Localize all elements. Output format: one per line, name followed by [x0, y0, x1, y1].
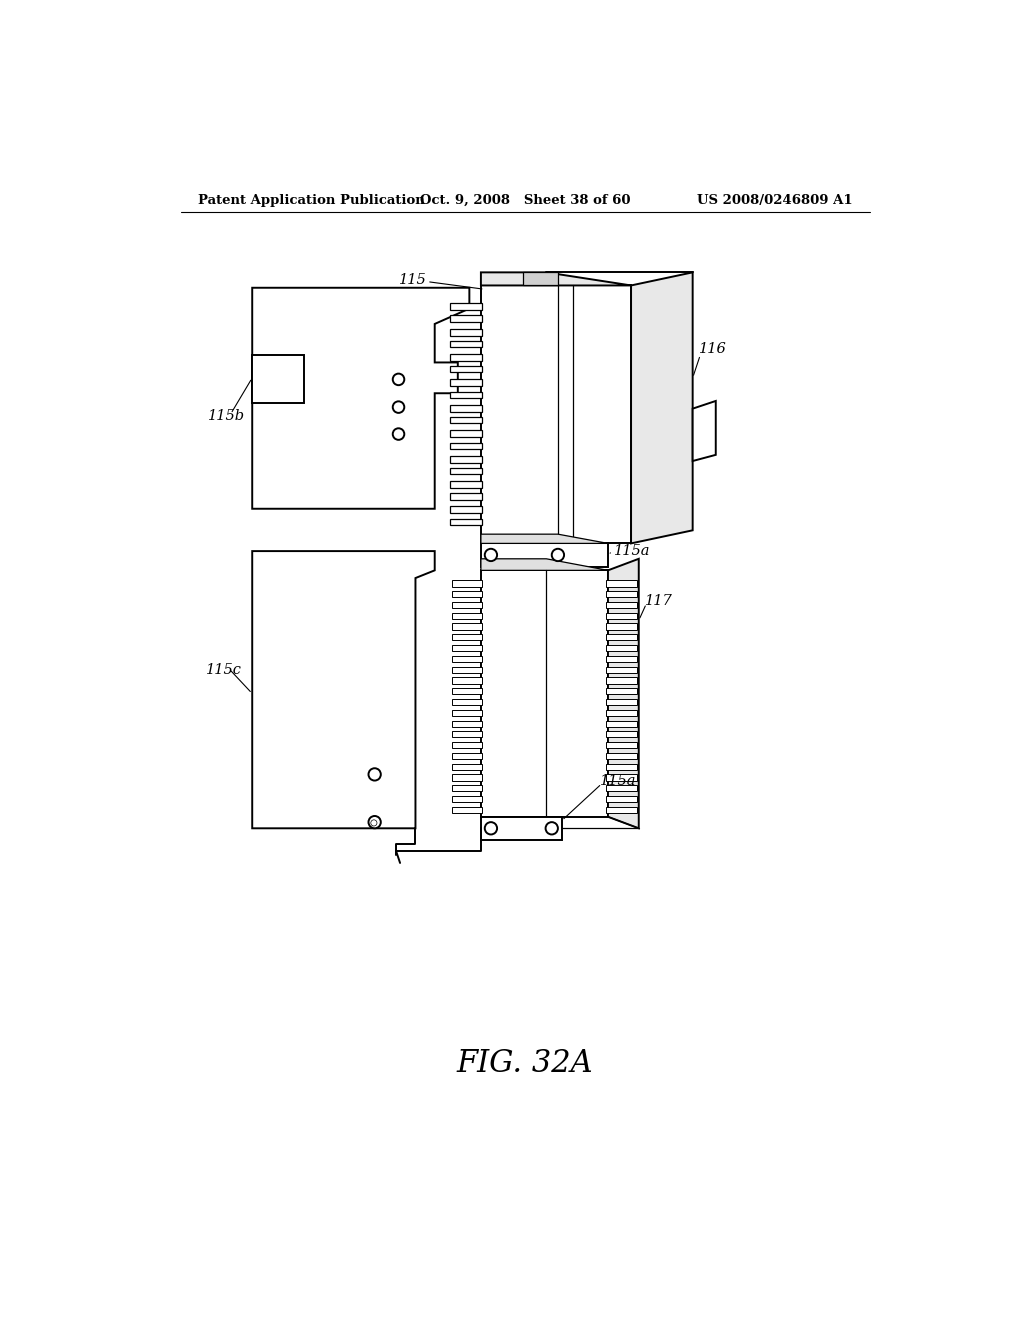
Polygon shape [606, 752, 637, 759]
Polygon shape [606, 635, 637, 640]
Polygon shape [692, 401, 716, 461]
Polygon shape [606, 612, 637, 619]
Text: FIG. 32A: FIG. 32A [457, 1048, 593, 1078]
Polygon shape [453, 721, 482, 726]
Polygon shape [451, 379, 482, 387]
Polygon shape [451, 367, 482, 372]
Circle shape [369, 768, 381, 780]
Text: Oct. 9, 2008   Sheet 38 of 60: Oct. 9, 2008 Sheet 38 of 60 [420, 194, 630, 207]
Polygon shape [451, 417, 482, 424]
Polygon shape [453, 688, 482, 694]
Polygon shape [481, 272, 631, 285]
Polygon shape [453, 612, 482, 619]
Polygon shape [523, 272, 558, 285]
Polygon shape [481, 558, 608, 570]
Polygon shape [606, 796, 637, 803]
Polygon shape [606, 775, 637, 780]
Polygon shape [451, 494, 482, 499]
Text: 115a: 115a [614, 544, 650, 558]
Polygon shape [606, 645, 637, 651]
Polygon shape [451, 507, 482, 513]
Text: 115: 115 [398, 273, 426, 286]
Polygon shape [606, 623, 637, 630]
Polygon shape [606, 688, 637, 694]
Polygon shape [453, 807, 482, 813]
Polygon shape [453, 656, 482, 663]
Polygon shape [606, 763, 637, 770]
Polygon shape [453, 667, 482, 673]
Polygon shape [481, 285, 631, 544]
Polygon shape [481, 570, 608, 817]
Circle shape [546, 822, 558, 834]
Polygon shape [252, 355, 304, 404]
Text: 115c: 115c [206, 664, 242, 677]
Polygon shape [451, 480, 482, 488]
Polygon shape [451, 405, 482, 412]
Polygon shape [606, 602, 637, 609]
Polygon shape [453, 635, 482, 640]
Polygon shape [606, 785, 637, 792]
Polygon shape [606, 591, 637, 598]
Polygon shape [606, 731, 637, 738]
Circle shape [393, 401, 404, 413]
Circle shape [369, 816, 381, 829]
Polygon shape [451, 354, 482, 360]
Polygon shape [451, 304, 482, 310]
Polygon shape [453, 677, 482, 684]
Polygon shape [451, 392, 482, 397]
Circle shape [393, 374, 404, 385]
Polygon shape [453, 752, 482, 759]
Polygon shape [606, 581, 637, 586]
Polygon shape [606, 742, 637, 748]
Polygon shape [252, 552, 435, 829]
Polygon shape [453, 700, 482, 705]
Polygon shape [453, 742, 482, 748]
Polygon shape [451, 442, 482, 449]
Polygon shape [606, 667, 637, 673]
Circle shape [552, 549, 564, 561]
Polygon shape [606, 710, 637, 715]
Text: 117: 117 [645, 594, 673, 609]
Polygon shape [451, 315, 482, 322]
Polygon shape [451, 455, 482, 462]
Polygon shape [453, 731, 482, 738]
Polygon shape [451, 519, 482, 525]
Polygon shape [252, 288, 469, 508]
Circle shape [484, 822, 497, 834]
Polygon shape [453, 623, 482, 630]
Text: 116: 116 [698, 342, 727, 356]
Polygon shape [453, 581, 482, 586]
Circle shape [393, 428, 404, 440]
Polygon shape [608, 558, 639, 829]
Polygon shape [481, 544, 608, 566]
Text: 115b: 115b [208, 409, 245, 424]
Text: Patent Application Publication: Patent Application Publication [199, 194, 425, 207]
Polygon shape [606, 656, 637, 663]
Polygon shape [606, 677, 637, 684]
Polygon shape [606, 807, 637, 813]
Polygon shape [451, 329, 482, 335]
Polygon shape [453, 785, 482, 792]
Text: US 2008/0246809 A1: US 2008/0246809 A1 [697, 194, 853, 207]
Polygon shape [606, 700, 637, 705]
Polygon shape [481, 535, 608, 544]
Polygon shape [451, 430, 482, 437]
Polygon shape [481, 817, 562, 840]
Polygon shape [631, 272, 692, 544]
Polygon shape [453, 591, 482, 598]
Text: 115a: 115a [600, 774, 637, 788]
Polygon shape [606, 721, 637, 726]
Polygon shape [453, 645, 482, 651]
Polygon shape [451, 341, 482, 347]
Polygon shape [453, 775, 482, 780]
Circle shape [484, 549, 497, 561]
Polygon shape [453, 796, 482, 803]
Polygon shape [453, 602, 482, 609]
Polygon shape [453, 710, 482, 715]
Polygon shape [451, 469, 482, 474]
Polygon shape [453, 763, 482, 770]
Circle shape [371, 820, 377, 826]
